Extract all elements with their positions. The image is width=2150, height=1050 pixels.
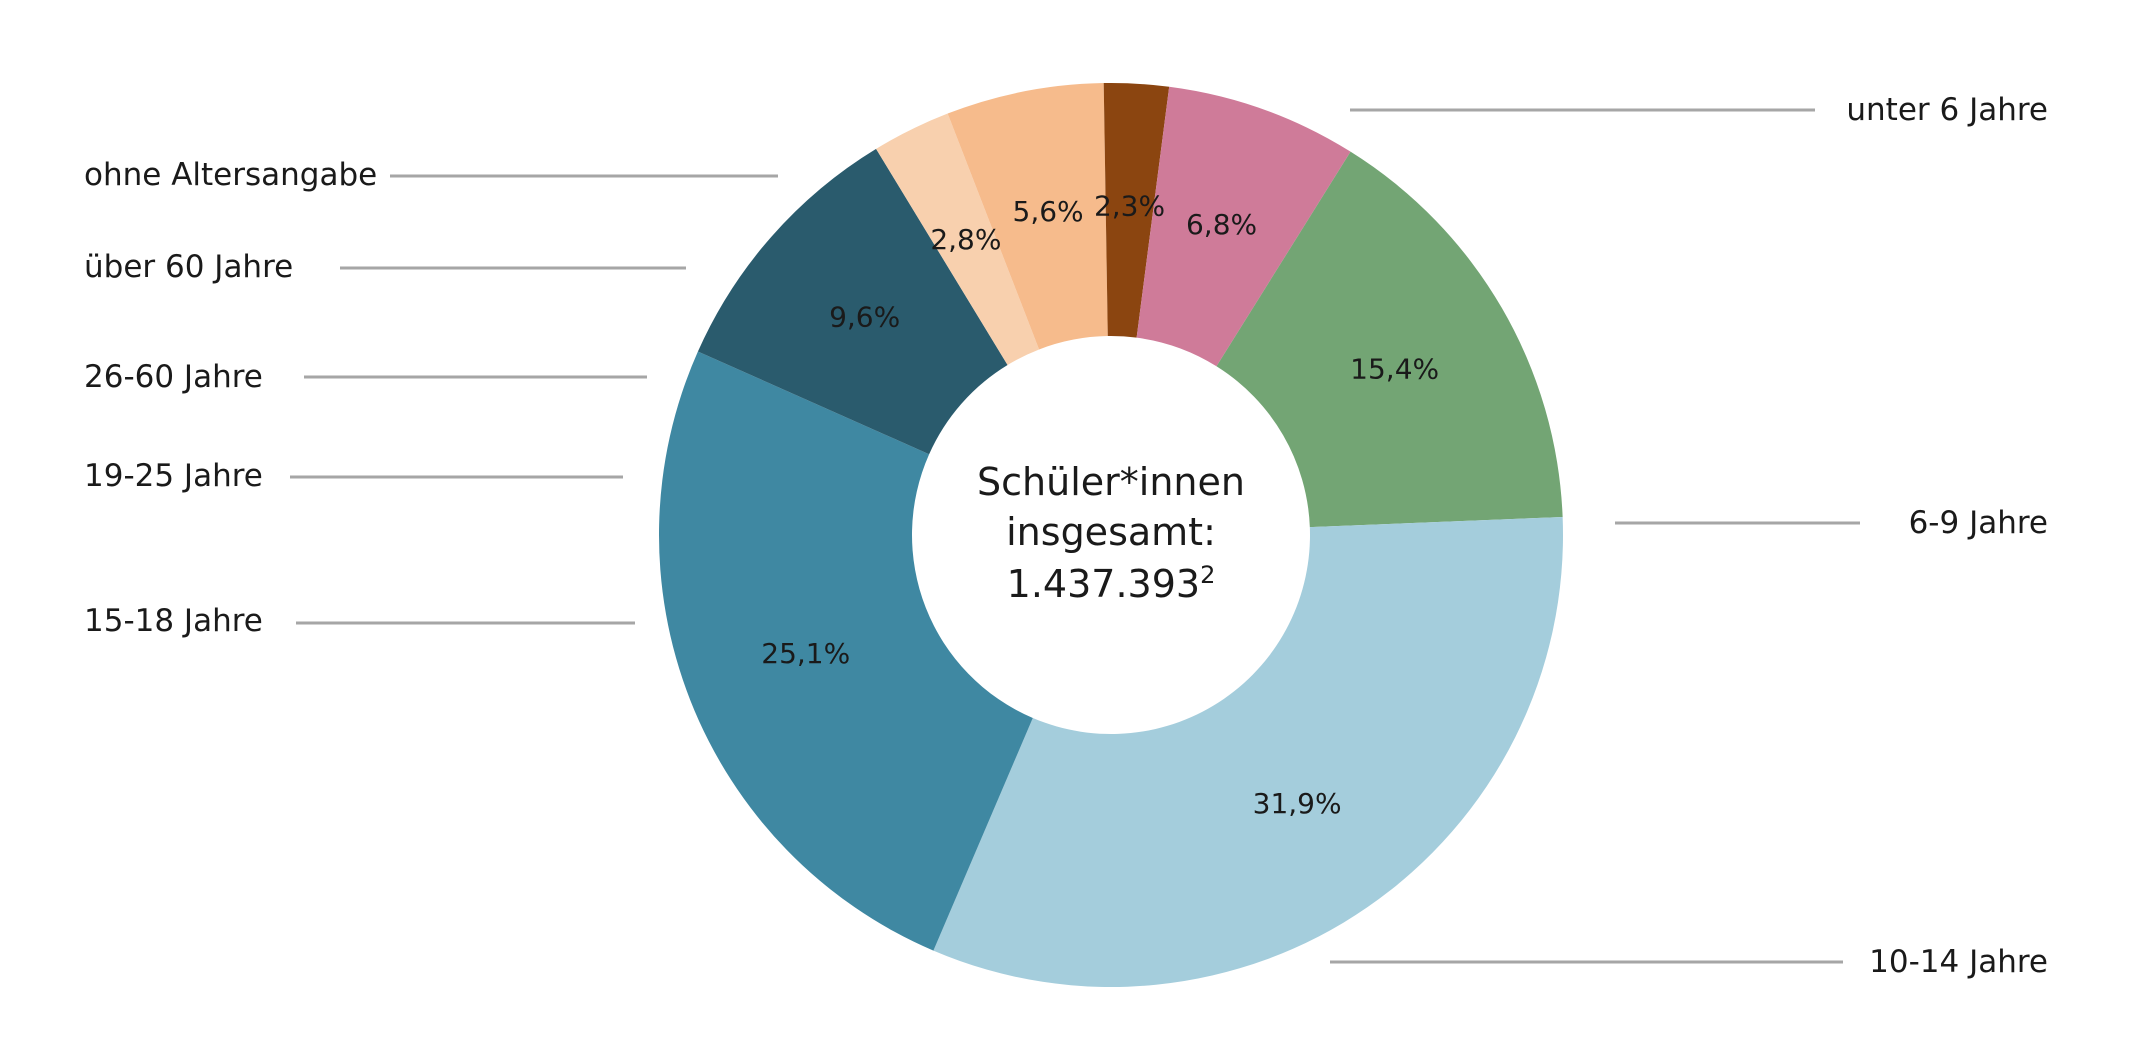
center-label-line3: 1.437.3932 xyxy=(1007,561,1216,606)
slice-value-label: 2,3% xyxy=(1094,190,1165,223)
donut-slice xyxy=(876,113,1040,365)
donut-slice xyxy=(658,351,1033,951)
legend-label: ohne Altersangabe xyxy=(84,157,377,193)
legend-label: unter 6 Jahre xyxy=(1846,92,2048,128)
donut-slice xyxy=(1103,83,1170,338)
slice-value-label: 6,8% xyxy=(1186,208,1257,241)
center-label-group: Schüler*innen insgesamt: 1.437.3932 xyxy=(977,460,1245,606)
legend-label: 19-25 Jahre xyxy=(84,458,263,494)
slice-value-label: 2,8% xyxy=(930,223,1001,256)
center-label-line2: insgesamt: xyxy=(1006,510,1216,554)
donut-slice xyxy=(947,83,1108,350)
donut-slice xyxy=(1216,151,1563,528)
legend-group: unter 6 Jahre 6-9 Jahre 10-14 Jahre 15-18 J… xyxy=(84,92,2048,980)
legend-label: über 60 Jahre xyxy=(84,249,293,285)
slice-value-label: 31,9% xyxy=(1253,787,1342,820)
donut-slice xyxy=(697,148,1008,455)
donut-slice xyxy=(933,517,1563,987)
center-total-footnote: 2 xyxy=(1200,561,1215,589)
slice-value-label: 25,1% xyxy=(761,637,850,670)
slice-labels-group: 15,4% 31,9% 25,1% 9,6% 2,8% 5,6% 2,3% 6,8% xyxy=(761,190,1439,821)
donut-slice xyxy=(1136,86,1351,367)
slice-value-label: 15,4% xyxy=(1350,352,1439,385)
legend-label: 10-14 Jahre xyxy=(1869,944,2048,980)
center-label-line1: Schüler*innen xyxy=(977,460,1245,504)
slice-value-label: 9,6% xyxy=(829,300,900,333)
legend-label: 15-18 Jahre xyxy=(84,603,263,639)
slice-value-label: 5,6% xyxy=(1013,195,1084,228)
slices-group xyxy=(658,83,1563,987)
legend-label: 26-60 Jahre xyxy=(84,359,263,395)
center-total-value: 1.437.393 xyxy=(1007,562,1200,606)
legend-label: 6-9 Jahre xyxy=(1909,505,2048,541)
